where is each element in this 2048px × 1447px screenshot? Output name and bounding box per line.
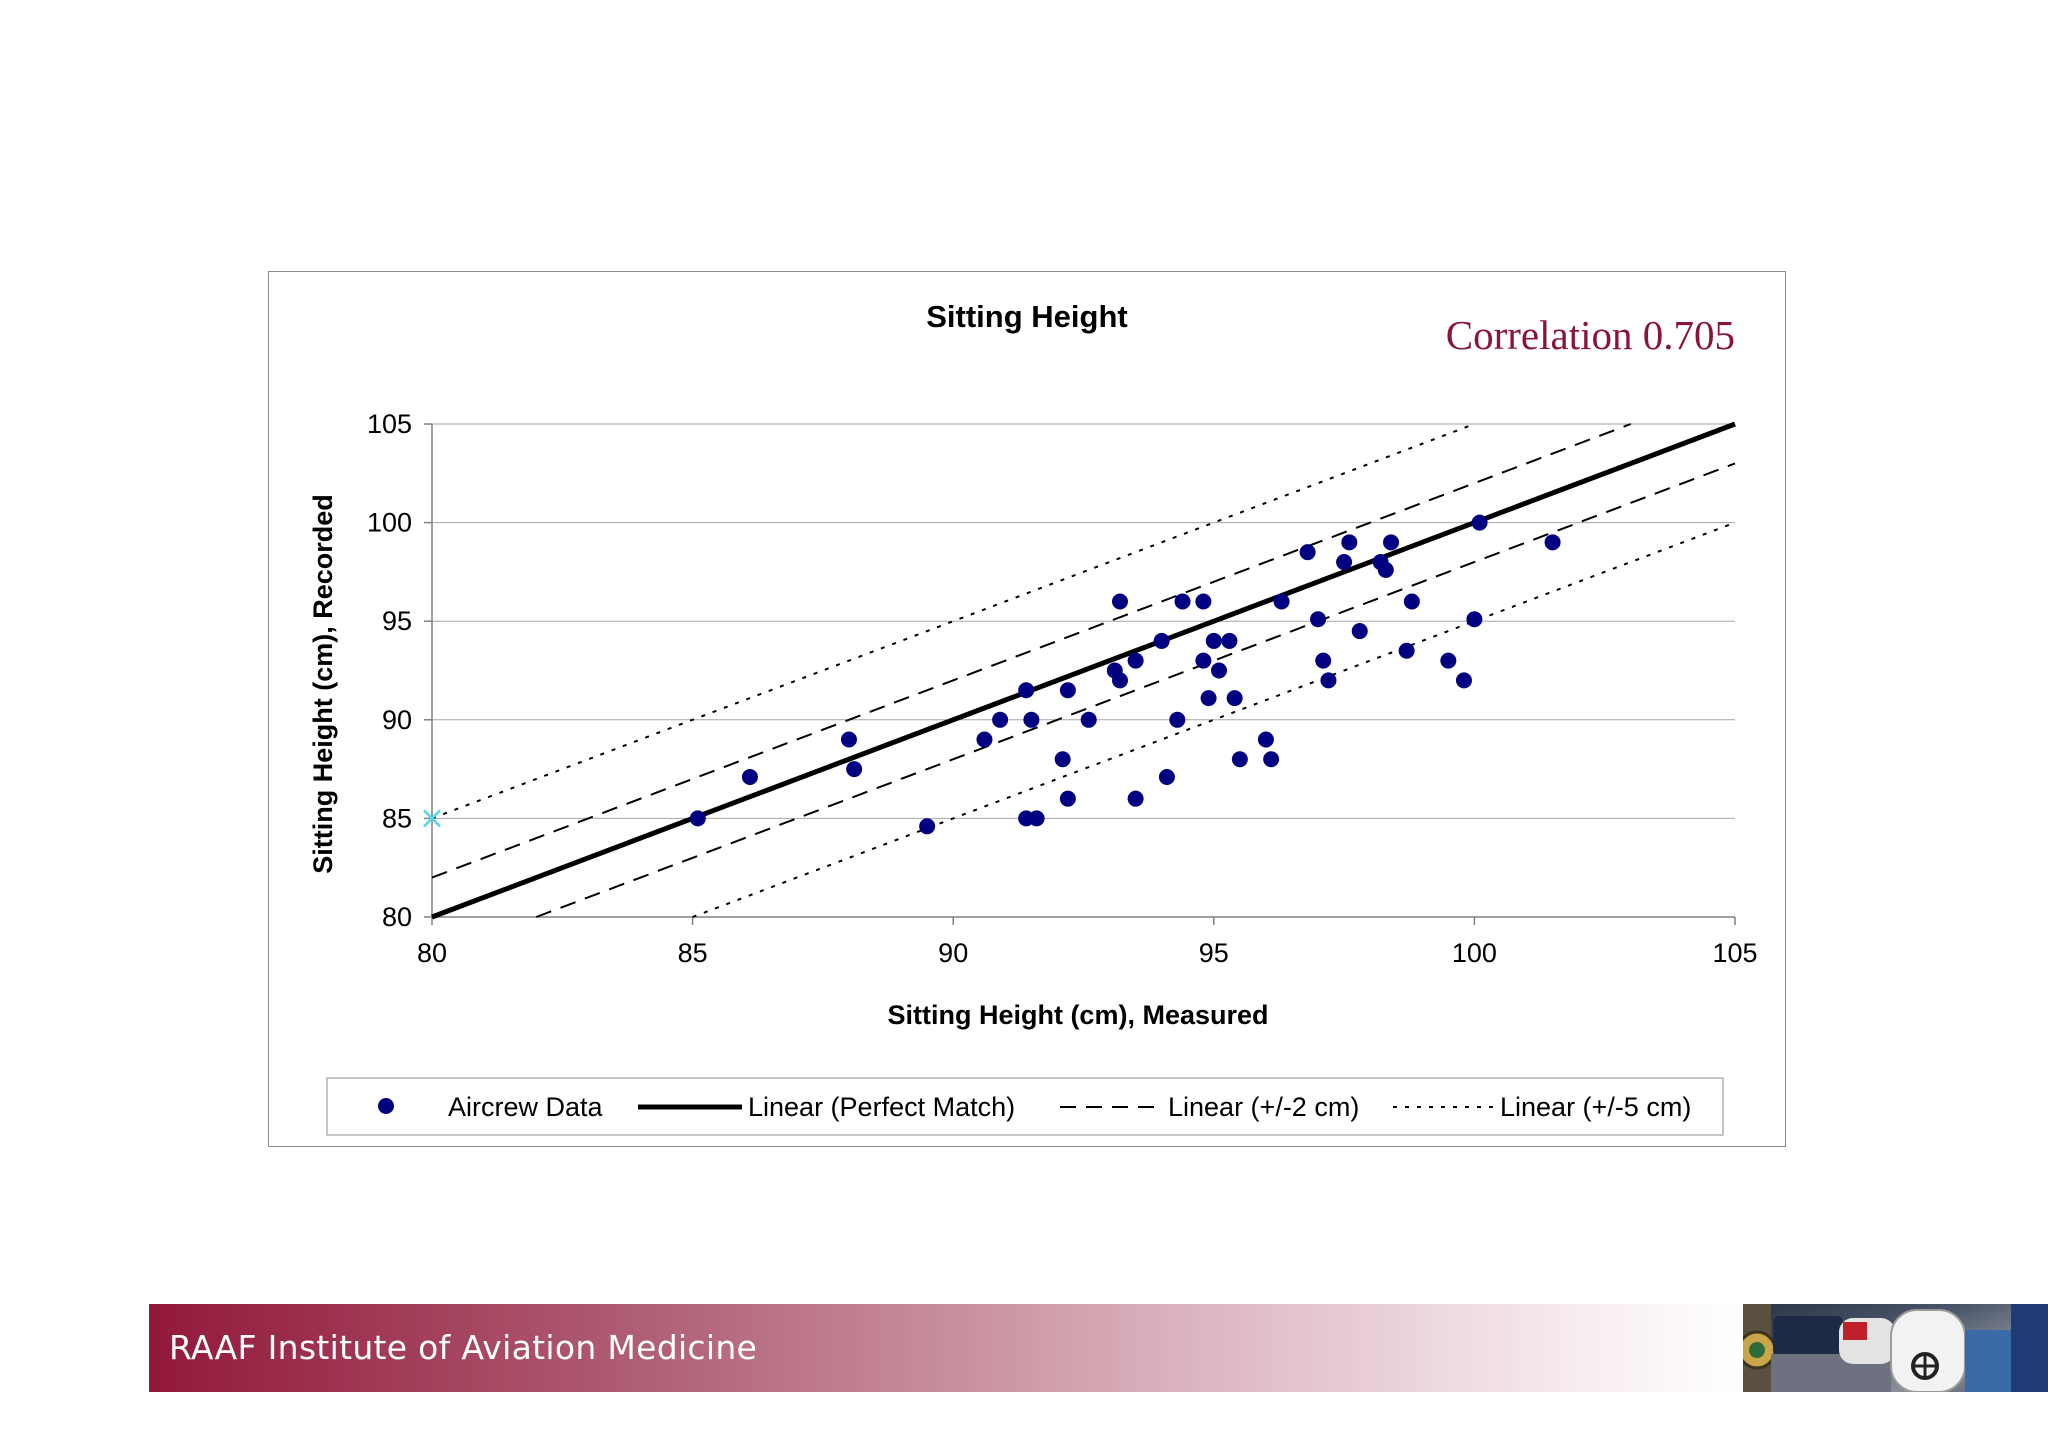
- x-tick-label-80: 80: [417, 938, 447, 968]
- data-point-10: [1028, 810, 1045, 827]
- data-point-33: [1263, 751, 1280, 768]
- correlation-annotation: Correlation 0.705: [1446, 312, 1735, 358]
- y-tick-label-95: 95: [382, 606, 412, 636]
- data-point-11: [1054, 751, 1071, 768]
- y-axis-label: Sitting Height (cm), Recorded: [308, 494, 338, 874]
- x-marker-stroke-b: [423, 809, 441, 828]
- y-tick-label-105: 105: [367, 409, 412, 439]
- data-point-34: [1273, 593, 1290, 610]
- data-point-22: [1169, 711, 1186, 728]
- data-point-1: [741, 768, 758, 785]
- data-point-45: [1398, 642, 1415, 659]
- data-point-48: [1455, 672, 1472, 689]
- data-point-43: [1377, 561, 1394, 578]
- data-point-0: [689, 810, 706, 827]
- data-point-2: [840, 731, 857, 748]
- extra-markers: [423, 809, 441, 828]
- y-tick-labels: 80 85 90 95 100 105: [367, 409, 412, 932]
- gridlines: [432, 423, 1735, 819]
- y-tick-label-80: 80: [382, 902, 412, 932]
- data-point-49: [1466, 611, 1483, 628]
- legend: Aircrew Data Linear (Perfect Match) Line…: [326, 1077, 1724, 1136]
- data-point-17: [1111, 672, 1128, 689]
- data-point-40: [1341, 534, 1358, 551]
- legend-label-aircrew: Aircrew Data: [448, 1092, 604, 1122]
- line-dashed-upper: [431, 423, 1632, 879]
- data-point-12: [1059, 682, 1076, 699]
- data-point-6: [992, 711, 1009, 728]
- axes: [424, 423, 1736, 925]
- data-point-28: [1211, 662, 1228, 679]
- data-point-36: [1310, 611, 1327, 628]
- data-point-50: [1471, 514, 1488, 531]
- chart-frame: [268, 271, 1786, 1147]
- data-point-25: [1195, 652, 1212, 669]
- data-point-37: [1315, 652, 1332, 669]
- data-point-14: [1080, 711, 1097, 728]
- legend-label-5cm: Linear (+/-5 cm): [1500, 1092, 1691, 1122]
- legend-marker-aircrew: [378, 1098, 394, 1114]
- data-point-26: [1200, 690, 1217, 707]
- x-marker-0: [423, 809, 441, 828]
- data-point-30: [1226, 690, 1243, 707]
- data-point-32: [1257, 731, 1274, 748]
- y-tick-label-100: 100: [367, 508, 412, 538]
- data-point-47: [1440, 652, 1457, 669]
- x-tick-labels: 80 85 90 95 100 105: [417, 938, 1758, 968]
- line-dashed-lower: [535, 462, 1736, 918]
- x-tick-label-85: 85: [678, 938, 708, 968]
- data-point-13: [1059, 790, 1076, 807]
- data-point-35: [1299, 544, 1316, 561]
- data-point-44: [1383, 534, 1400, 551]
- data-point-16: [1111, 593, 1128, 610]
- legend-label-2cm: Linear (+/-2 cm): [1168, 1092, 1359, 1122]
- data-point-20: [1153, 632, 1170, 649]
- x-axis-label: Sitting Height (cm), Measured: [887, 1000, 1268, 1030]
- data-point-29: [1221, 632, 1238, 649]
- data-point-51: [1544, 534, 1561, 551]
- y-tick-label-90: 90: [382, 705, 412, 735]
- data-point-21: [1158, 768, 1175, 785]
- data-point-23: [1174, 593, 1191, 610]
- x-tick-label-95: 95: [1199, 938, 1229, 968]
- line-solid: [431, 421, 1736, 920]
- data-point-24: [1195, 593, 1212, 610]
- data-point-5: [976, 731, 993, 748]
- data-point-39: [1336, 554, 1353, 571]
- data-point-41: [1351, 623, 1368, 640]
- x-tick-label-105: 105: [1712, 938, 1757, 968]
- reference-lines: [431, 421, 1736, 920]
- data-point-4: [919, 818, 936, 835]
- legend-label-perfect: Linear (Perfect Match): [748, 1092, 1015, 1122]
- data-point-7: [1018, 682, 1035, 699]
- data-points: [689, 514, 1561, 835]
- data-point-19: [1127, 790, 1144, 807]
- data-point-46: [1403, 593, 1420, 610]
- data-point-3: [846, 761, 863, 778]
- footer-photo: [1743, 1304, 2048, 1392]
- data-point-27: [1205, 632, 1222, 649]
- data-point-31: [1231, 751, 1248, 768]
- data-point-18: [1127, 652, 1144, 669]
- chart-title: Sitting Height: [926, 299, 1127, 334]
- x-tick-label-100: 100: [1452, 938, 1497, 968]
- y-tick-label-85: 85: [382, 803, 412, 833]
- data-point-38: [1320, 672, 1337, 689]
- footer-banner: RAAF Institute of Aviation Medicine: [149, 1304, 2048, 1392]
- x-tick-label-90: 90: [938, 938, 968, 968]
- footer-title: RAAF Institute of Aviation Medicine: [169, 1328, 758, 1367]
- data-point-9: [1023, 711, 1040, 728]
